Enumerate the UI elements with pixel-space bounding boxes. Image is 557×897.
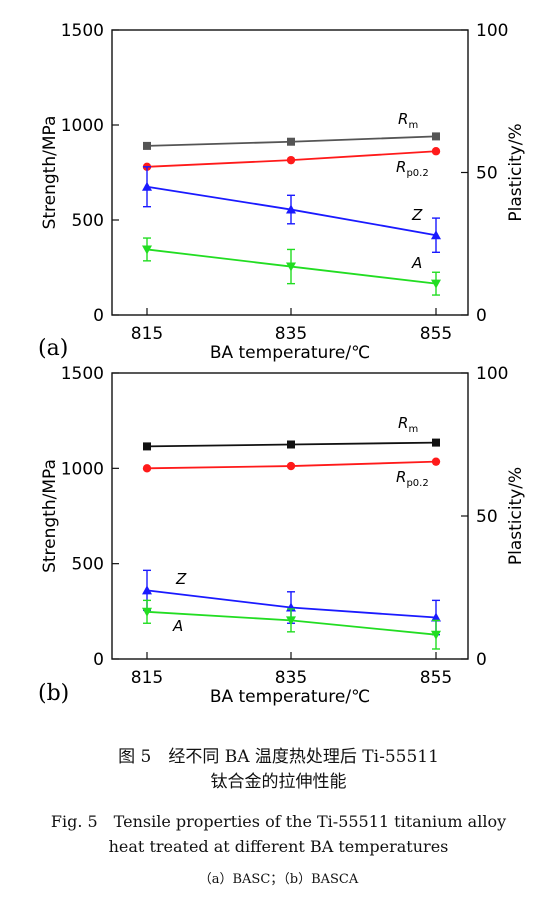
data-point-rm <box>143 442 151 451</box>
right-tick-label: 0 <box>476 306 487 326</box>
left-tick-label: 0 <box>93 650 104 670</box>
series-label-rm: Rm <box>398 414 418 435</box>
data-point-z <box>142 181 152 191</box>
series-label-a: A <box>172 617 183 635</box>
right-tick-label: 100 <box>476 21 508 41</box>
series-label-z: Z <box>411 206 423 224</box>
series-label-rp02: Rp0.2 <box>396 158 429 179</box>
data-point-a <box>286 262 296 272</box>
caption-cn-line2: 钛合金的拉伸性能 <box>210 772 347 792</box>
x-tick-label: 815 <box>131 668 163 688</box>
data-point-a <box>431 630 441 640</box>
data-point-rp02 <box>286 155 296 165</box>
right-tick-label: 100 <box>476 364 508 384</box>
left-tick-label: 500 <box>72 555 104 575</box>
data-point-rp02 <box>431 457 441 466</box>
left-tick-label: 1500 <box>61 21 104 41</box>
x-tick-label: 835 <box>275 324 307 344</box>
data-point-rp02 <box>431 147 441 156</box>
left-axis-label: Strength/MPa <box>40 459 60 573</box>
right-tick-label: 50 <box>476 507 498 527</box>
series-label-a: A <box>411 254 422 272</box>
left-tick-label: 0 <box>93 306 104 326</box>
data-point-z <box>286 204 296 214</box>
data-point-rp02 <box>142 464 152 473</box>
data-point-rp02 <box>286 461 296 471</box>
x-tick-label: 815 <box>131 324 163 344</box>
left-tick-label: 1000 <box>61 459 104 479</box>
data-point-rm <box>432 438 440 447</box>
data-point-a <box>142 607 152 617</box>
x-axis-label: BA temperature/℃ <box>210 687 370 707</box>
series-label-rm: Rm <box>398 110 418 131</box>
data-point-rm <box>432 132 440 141</box>
data-point-z <box>431 612 441 622</box>
left-tick-label: 500 <box>72 211 104 231</box>
data-point-a <box>431 279 441 289</box>
data-point-z <box>142 585 152 595</box>
caption-en-line1: Fig. 5 Tensile properties of the Ti-5551… <box>50 812 507 831</box>
x-tick-label: 835 <box>275 668 307 688</box>
x-tick-label: 855 <box>420 324 452 344</box>
right-axis-label: Plasticity/% <box>506 467 526 565</box>
right-tick-label: 0 <box>476 650 487 670</box>
caption-cn-line1: 图 5 经不同 BA 温度热处理后 Ti-55511 <box>118 747 439 767</box>
caption-en-line2: heat treated at different BA temperature… <box>108 837 449 856</box>
x-tick-label: 855 <box>420 668 452 688</box>
panel-label: (a) <box>38 336 68 361</box>
left-tick-label: 1500 <box>61 364 104 384</box>
chart-panel-a: 0 500 1000 1500 0 50 100 815 835 855 BA temperatur… <box>38 21 526 363</box>
panel-label: (b) <box>38 681 69 706</box>
caption-sub: （a）BASC；（b）BASCA <box>198 872 359 887</box>
series-label-rp02: Rp0.2 <box>396 468 429 489</box>
chart-panel-b: 0 500 1000 1500 0 50 100 815 835 855 BA temperatur… <box>38 364 526 707</box>
data-point-a <box>286 616 296 626</box>
data-point-rm <box>287 137 295 146</box>
x-axis-label: BA temperature/℃ <box>210 343 370 363</box>
data-point-z <box>431 230 441 240</box>
data-point-rm <box>287 440 295 449</box>
series-label-z: Z <box>175 570 187 588</box>
right-axis-label: Plasticity/% <box>506 123 526 221</box>
left-tick-label: 1000 <box>61 116 104 136</box>
left-axis-label: Strength/MPa <box>40 116 60 230</box>
data-point-a <box>142 245 152 255</box>
data-point-rm <box>143 141 151 150</box>
right-tick-label: 50 <box>476 164 498 184</box>
